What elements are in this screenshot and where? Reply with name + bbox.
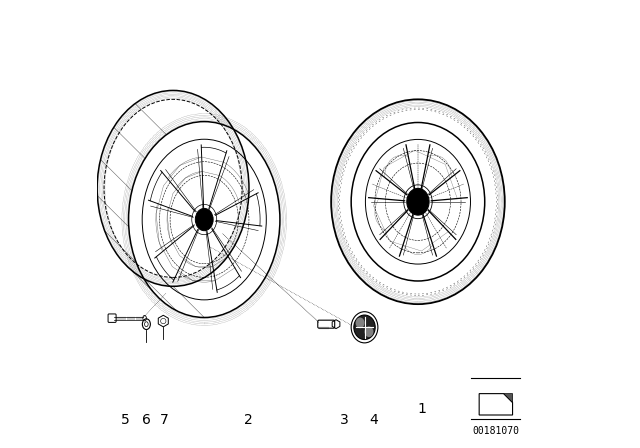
Ellipse shape [365,327,373,337]
Text: 3: 3 [340,413,349,427]
Text: 5: 5 [120,413,129,427]
Ellipse shape [195,208,213,231]
Text: 6: 6 [142,413,151,427]
Text: 00181070: 00181070 [472,426,520,436]
Text: 2: 2 [244,413,253,427]
Polygon shape [504,394,513,403]
Ellipse shape [407,188,429,215]
Text: 4: 4 [369,413,378,427]
Ellipse shape [354,315,375,340]
Text: 1: 1 [417,402,426,416]
Ellipse shape [356,318,365,328]
Text: 7: 7 [160,413,168,427]
